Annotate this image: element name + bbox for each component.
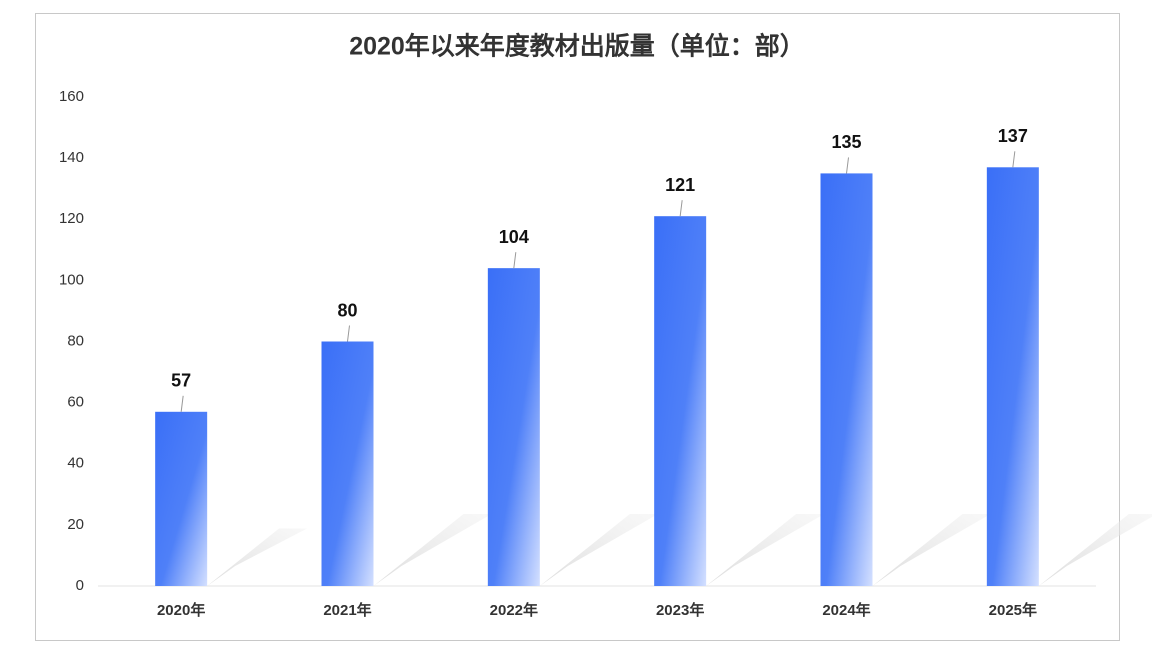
bar: [321, 341, 374, 586]
x-tick-label: 2021年: [323, 601, 371, 619]
value-label: 137: [998, 126, 1028, 146]
x-tick-label: 2023年: [656, 601, 704, 619]
y-tick-label: 100: [59, 271, 84, 288]
value-label: 121: [665, 175, 695, 195]
bar: [654, 216, 707, 586]
value-label-leader: [1012, 151, 1016, 168]
value-label: 135: [831, 132, 861, 152]
x-tick-label: 2022年: [490, 601, 538, 619]
value-label-leader: [347, 325, 350, 342]
y-tick-label: 80: [67, 332, 84, 349]
value-label-leader: [180, 395, 184, 412]
value-label-leader: [846, 157, 849, 174]
bar: [487, 268, 540, 586]
bar: [155, 411, 208, 586]
y-tick-label: 40: [67, 455, 84, 472]
value-label-leader: [679, 200, 683, 217]
y-tick-label: 0: [76, 577, 84, 594]
bar-shadow: [1038, 514, 1152, 586]
bar: [820, 173, 873, 586]
value-label: 57: [171, 371, 191, 391]
x-tick-label: 2024年: [822, 601, 870, 619]
value-label: 104: [499, 227, 529, 247]
y-tick-label: 160: [59, 88, 84, 105]
y-tick-label: 20: [67, 516, 84, 533]
chart-title: 2020年以来年度教材出版量（单位：部）: [349, 32, 805, 61]
x-tick-label: 2020年: [157, 601, 205, 619]
value-label-leader: [513, 252, 517, 269]
y-tick-label: 140: [59, 149, 84, 166]
y-tick-label: 60: [67, 394, 84, 411]
x-tick-label: 2025年: [989, 601, 1037, 619]
value-label: 80: [337, 300, 357, 320]
bar: [986, 167, 1039, 586]
y-tick-label: 120: [59, 210, 84, 227]
